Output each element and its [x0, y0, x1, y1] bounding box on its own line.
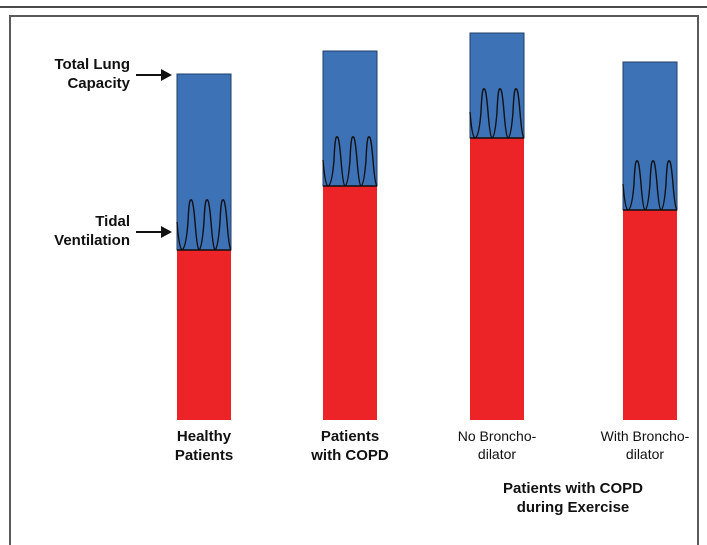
column-label-copd: Patients with COPD: [300, 427, 400, 465]
volume-bar-healthy: [177, 250, 231, 420]
column-label-healthy: Healthy Patients: [154, 427, 254, 465]
column-label-healthy-line2: Patients: [174, 447, 234, 464]
tidal-wave-no-bronchodilator: [469, 88, 525, 139]
figure-frame: [9, 15, 699, 545]
column-label-healthy-line1: Healthy: [176, 428, 232, 445]
column-label-with-bronchodilator-line1: With Broncho-: [600, 428, 690, 444]
lung-volume-diagram: [136, 32, 678, 420]
column-label-with-bronchodilator: With Broncho- dilator: [590, 427, 700, 463]
tidal-wave-healthy: [176, 199, 232, 251]
capacity-bar-no-bronchodilator: [469, 32, 525, 139]
top-rule: [0, 6, 707, 8]
exercise-group-label: Patients with COPD during Exercise: [483, 479, 663, 517]
column-label-no-bronchodilator-line1: No Broncho-: [457, 428, 537, 444]
volume-bar-copd: [323, 186, 377, 420]
total-lung-capacity-line1: Total Lung: [54, 56, 130, 73]
column-label-copd-line1: Patients: [320, 428, 380, 445]
column-label-no-bronchodilator: No Broncho- dilator: [437, 427, 557, 463]
tidal-ventilation-line2: Ventilation: [54, 232, 130, 249]
exercise-group-label-line2: during Exercise: [516, 499, 630, 516]
column-label-no-bronchodilator-line2: dilator: [477, 446, 517, 462]
tidal-ventilation-label: Tidal Ventilation: [40, 212, 130, 250]
tidal-ventilation-arrow: [136, 226, 172, 238]
tidal-wave-with-bronchodilator: [622, 160, 678, 211]
column-label-with-bronchodilator-line2: dilator: [625, 446, 665, 462]
total-lung-capacity-line2: Capacity: [67, 75, 130, 92]
exercise-group-label-line1: Patients with COPD: [502, 480, 644, 497]
tidal-ventilation-line1: Tidal: [95, 213, 130, 230]
tidal-wave-copd: [322, 136, 378, 187]
column-label-copd-line2: with COPD: [311, 447, 389, 464]
total-lung-capacity-arrow: [136, 69, 172, 81]
volume-bar-no-bronchodilator: [470, 138, 524, 420]
total-lung-capacity-label: Total Lung Capacity: [38, 55, 130, 93]
volume-bar-with-bronchodilator: [623, 210, 677, 420]
